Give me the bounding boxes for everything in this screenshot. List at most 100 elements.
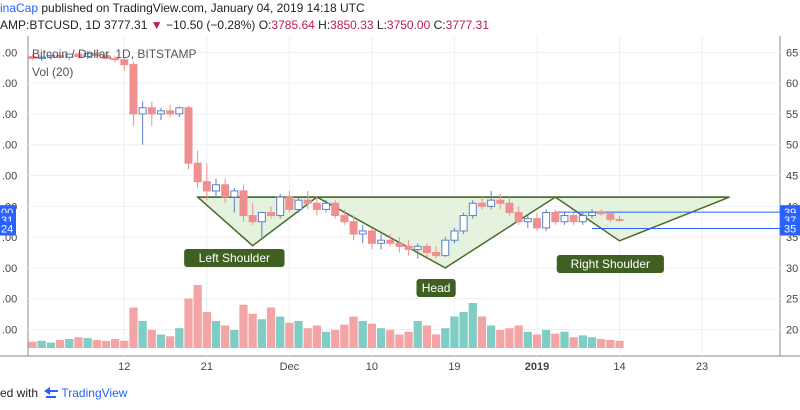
tradingview-logo-icon	[44, 387, 59, 398]
candle-body	[523, 218, 532, 223]
volume-bar	[202, 312, 211, 348]
candle-body	[331, 202, 340, 217]
last-price: 3777.31	[104, 18, 148, 32]
low-label: L:	[376, 18, 387, 32]
right-axis-tick-label: 55	[786, 109, 798, 121]
left-axis-tick-label: .00	[2, 47, 17, 59]
volume-bar	[211, 321, 221, 348]
footer-prefix: ed with	[0, 386, 39, 400]
candle-body	[156, 110, 165, 115]
volume-bar	[597, 339, 606, 348]
left-axis-tick-label: .00	[2, 171, 17, 183]
candle-body	[303, 199, 312, 204]
volume-bar	[147, 330, 156, 348]
open-label: O:	[258, 18, 272, 32]
volume-bar	[184, 298, 193, 348]
volume-bar	[331, 330, 340, 348]
volume-bar	[376, 328, 386, 348]
right-shoulder-label: Right Shoulder	[571, 257, 650, 271]
tradingview-link[interactable]: TradingView	[61, 386, 128, 400]
candle-body	[358, 230, 367, 235]
volume-bar	[431, 334, 441, 348]
volume-bar	[285, 322, 294, 348]
chart-header: inaCap published on TradingView.com, Jan…	[0, 0, 800, 36]
chart-area[interactable]: 65605550454035302520.00.00.00.00.00.00.0…	[0, 36, 800, 374]
candle-body	[597, 211, 606, 215]
volume-bar	[266, 307, 276, 348]
volume-bar	[312, 325, 322, 348]
close-label: C:	[433, 18, 446, 32]
candle-body	[120, 59, 129, 66]
price-chart[interactable]: 65605550454035302520.00.00.00.00.00.00.0…	[0, 36, 800, 374]
candle-body	[477, 202, 486, 207]
candle-body	[83, 53, 92, 58]
volume-bar	[587, 337, 597, 348]
volume-bar	[367, 323, 377, 348]
left-axis-tick-label: .00	[2, 140, 17, 152]
candle-body	[542, 211, 551, 229]
volume-bar	[166, 336, 175, 348]
volume-bar	[606, 339, 615, 348]
volume-bar	[340, 324, 349, 348]
head-label: Head	[422, 281, 451, 295]
candle-body	[184, 107, 193, 164]
volume-bar	[193, 285, 202, 348]
right-axis-tick-label: 30	[786, 263, 798, 275]
volume-bar	[239, 304, 248, 348]
candle-body	[551, 211, 560, 223]
candle-body	[28, 56, 37, 59]
candle-body	[294, 199, 303, 210]
volume-bar	[248, 313, 257, 348]
volume-bar	[560, 331, 569, 348]
x-axis-tick-label: 10	[366, 361, 378, 373]
candle-body	[248, 215, 257, 223]
author-link[interactable]: inaCap	[0, 1, 39, 15]
volume-bar	[615, 340, 624, 348]
volume-bar	[422, 325, 432, 348]
candle-body	[588, 211, 596, 217]
volume-bar	[37, 340, 46, 348]
right-axis-tick-label: 65	[786, 47, 798, 59]
open-value: 3785.64	[271, 18, 315, 32]
candle-body	[395, 242, 404, 247]
volume-bar	[321, 331, 331, 348]
left-axis-tick-label: .00	[2, 325, 17, 337]
candle-body	[422, 245, 431, 254]
candle-body	[267, 211, 276, 217]
volume-bar	[83, 338, 92, 348]
right-axis-tick-label: 45	[786, 171, 798, 183]
volume-bar	[477, 316, 487, 348]
right-axis-tick-label: 60	[786, 78, 798, 90]
x-axis-tick-label: 2019	[525, 361, 549, 373]
candle-body	[101, 54, 110, 59]
volume-bar	[395, 334, 404, 348]
candle-body	[322, 202, 331, 210]
candle-body	[212, 184, 220, 192]
right-axis-tick-label: 50	[786, 140, 798, 152]
price-tag-left	[0, 221, 16, 236]
candle-body	[569, 215, 578, 223]
candle-body	[257, 211, 266, 223]
ohlc-line: AMP:BTCUSD, 1D 3777.31 ▼ −10.50 (−0.28%)…	[0, 18, 489, 34]
volume-bar	[551, 333, 560, 348]
volume-bar	[101, 340, 111, 348]
left-shoulder-label-bg	[184, 249, 285, 267]
candle-body	[74, 53, 83, 58]
volume-bar	[450, 316, 459, 348]
candle-body	[276, 196, 285, 217]
volume-bar	[175, 328, 184, 348]
candle-body	[175, 107, 184, 115]
candle-body	[129, 64, 138, 115]
volume-bar	[459, 312, 468, 348]
volume-bar	[413, 321, 422, 348]
volume-bar	[230, 330, 239, 348]
volume-bar	[138, 321, 147, 348]
volume-bar	[276, 316, 285, 348]
x-axis-tick-label: 12	[118, 361, 130, 373]
volume-bar	[386, 330, 395, 348]
candle-body	[578, 215, 587, 223]
candle-body	[340, 215, 349, 223]
candle-body	[312, 202, 321, 210]
candle-body	[606, 213, 615, 220]
candle-body	[56, 54, 65, 58]
